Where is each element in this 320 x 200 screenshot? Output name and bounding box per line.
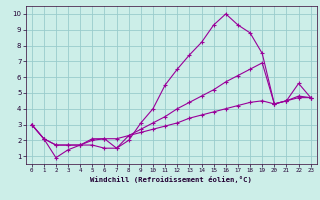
X-axis label: Windchill (Refroidissement éolien,°C): Windchill (Refroidissement éolien,°C) <box>90 176 252 183</box>
